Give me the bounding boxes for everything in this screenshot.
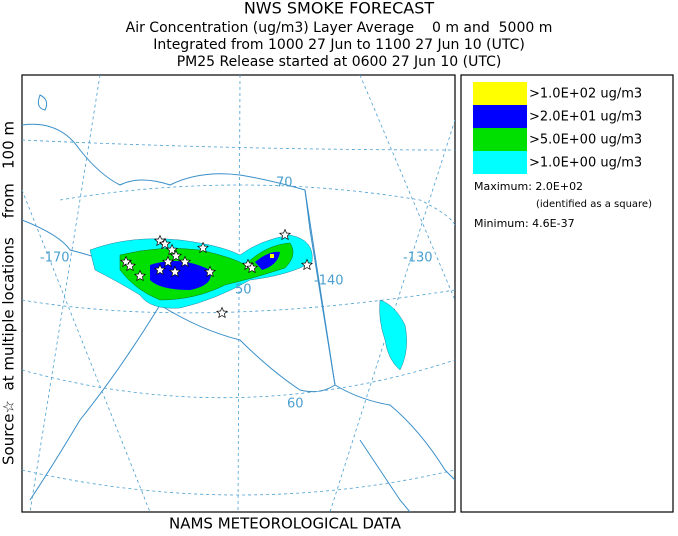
legend-swatch [473, 82, 527, 105]
smoke-level-1 [379, 299, 407, 371]
legend-label: >5.0E+00 ug/m3 [529, 133, 642, 148]
source-marker [161, 255, 175, 268]
map: 70 -170 -140 -130 50 60 [21, 74, 456, 513]
title: NWS SMOKE FORECAST [244, 0, 435, 18]
minimum: Minimum: 4.6E-37 [474, 217, 575, 230]
longitude-label: -140 [314, 274, 344, 289]
smoke-level-4 [270, 254, 274, 258]
longitude-label: -170 [40, 251, 70, 266]
source-marker [196, 241, 210, 254]
source-marker [203, 265, 217, 278]
legend-swatch [473, 105, 527, 128]
side-label: Source☆ at multiple locations from 100 m [0, 121, 18, 465]
latitude-label: 60 [287, 397, 304, 412]
maximum-note: (identified as a square) [536, 199, 652, 210]
legend-label: >1.0E+02 ug/m3 [529, 87, 642, 102]
maximum: Maximum: 2.0E+02 [474, 180, 583, 193]
source-marker [133, 269, 147, 282]
source-marker [215, 306, 229, 319]
subtitle: Air Concentration (ug/m3) Layer Average … [126, 20, 553, 36]
legend-label: >1.0E+00 ug/m3 [529, 156, 642, 171]
source-marker [158, 237, 172, 250]
source-marker [165, 243, 179, 256]
longitude-label: 50 [235, 283, 252, 298]
footer: NAMS METEOROLOGICAL DATA [169, 515, 402, 533]
source-marker [278, 228, 292, 241]
latitude-label: 70 [276, 176, 293, 191]
source-marker [123, 259, 137, 272]
legend: >1.0E+02 ug/m3 >2.0E+01 ug/m3 >5.0E+00 ug/… [460, 74, 674, 513]
subtitle: Integrated from 1000 27 Jun to 1100 27 J… [153, 37, 525, 53]
source-marker [178, 255, 192, 268]
source-marker [168, 265, 182, 278]
source-marker [169, 249, 183, 262]
longitude-label: -130 [403, 251, 433, 266]
map-labels: 70 -170 -140 -130 50 60 [40, 176, 433, 412]
legend-swatch [473, 151, 527, 174]
source-marker [153, 263, 167, 276]
source-marker [300, 258, 314, 271]
source-marker [245, 261, 259, 274]
subtitle: PM25 Release started at 0600 27 Jun 10 (… [177, 54, 502, 70]
legend-label: >2.0E+01 ug/m3 [529, 110, 642, 125]
legend-swatch [473, 128, 527, 151]
